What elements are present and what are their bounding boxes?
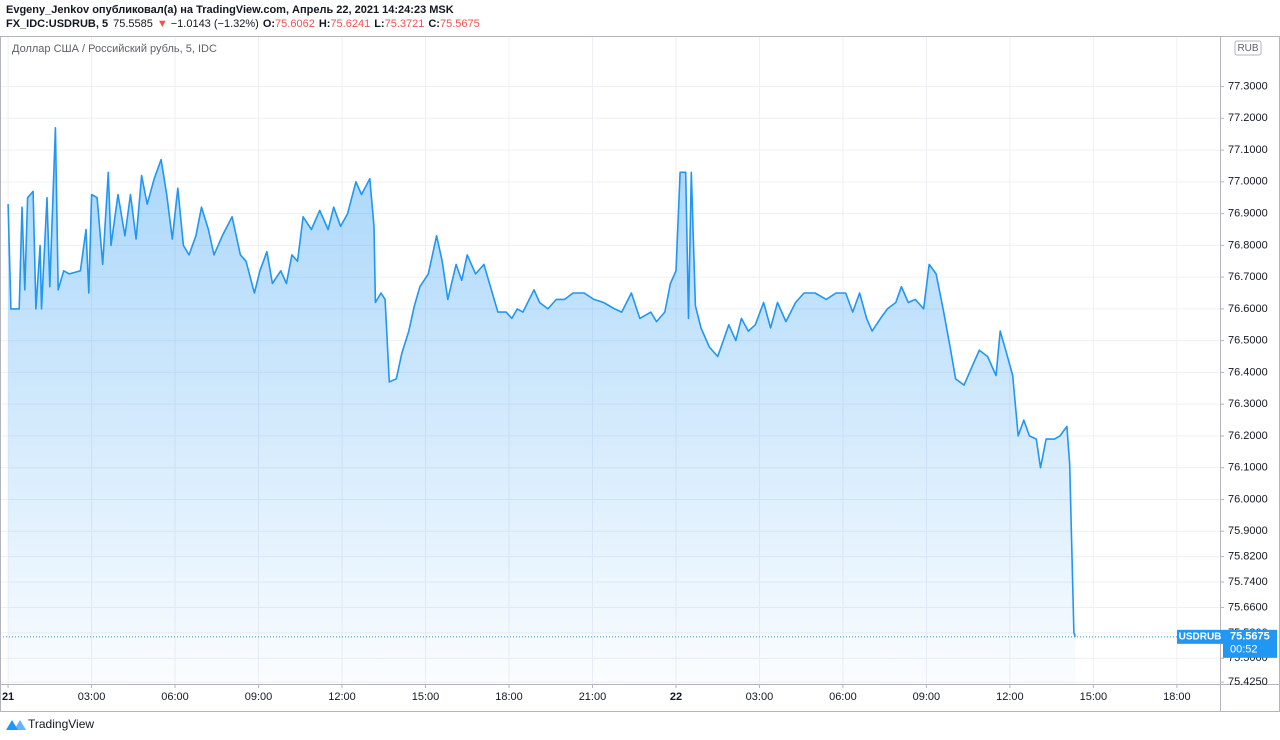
high-label: H: — [319, 18, 331, 30]
y-tick-label: 75.9000 — [1228, 525, 1268, 537]
last-price-badge — [1177, 629, 1223, 644]
x-tick-label: 22 — [670, 691, 682, 703]
x-tick-label: 03:00 — [746, 691, 774, 703]
logo-text: TradingView — [28, 717, 94, 731]
open: 75.6062 — [275, 18, 315, 30]
y-tick-label: 76.7000 — [1228, 271, 1268, 283]
x-tick-label: 18:00 — [495, 691, 523, 703]
close-label: C: — [428, 18, 440, 30]
y-tick-label: 77.3000 — [1228, 80, 1268, 92]
currency-badge[interactable] — [1234, 40, 1262, 56]
x-tick-label: 18:00 — [1163, 691, 1191, 703]
logo-icon — [6, 720, 18, 730]
symbol: FX_IDC:USDRUB, 5 — [6, 18, 108, 30]
chart-title: Доллар США / Российский рубль, 5, IDC — [12, 43, 217, 55]
y-tick-label: 75.8200 — [1228, 551, 1268, 563]
series-name: USDRUB — [1179, 631, 1222, 642]
arrow: ▼ — [157, 18, 168, 30]
countdown: 00:52 — [1230, 644, 1258, 656]
x-tick-label: 12:00 — [996, 691, 1024, 703]
x-tick-label: 15:00 — [1080, 691, 1108, 703]
x-tick-label: 06:00 — [829, 691, 857, 703]
last-price-axis-badge — [1223, 629, 1277, 658]
publisher: Evgeny_Jenkov опубликовал(а) на TradingV… — [6, 4, 454, 16]
low: 75.3721 — [385, 18, 425, 30]
y-tick-label: 76.5000 — [1228, 335, 1268, 347]
y-tick-label: 77.1000 — [1228, 144, 1268, 156]
x-tick-label: 21:00 — [579, 691, 607, 703]
x-tick-label: 03:00 — [78, 691, 106, 703]
change: −1.0143 (−1.32%) — [171, 18, 259, 30]
open-label: O: — [263, 18, 275, 30]
close: 75.5675 — [440, 18, 480, 30]
y-tick-label: 75.6600 — [1228, 601, 1268, 613]
last-price: 75.5675 — [1230, 631, 1270, 643]
logo[interactable]: TradingView — [6, 717, 94, 731]
x-tick-label: 15:00 — [412, 691, 440, 703]
ohlc-line: FX_IDC:USDRUB, 5 75.5585 ▼ −1.0143 (−1.32%)… — [6, 18, 480, 30]
y-tick-label: 76.4000 — [1228, 366, 1268, 378]
area-fill — [8, 127, 1076, 684]
y-tick-label: 76.6000 — [1228, 303, 1268, 315]
y-tick-label: 75.7400 — [1228, 576, 1268, 588]
x-tick-label: 09:00 — [913, 691, 941, 703]
y-tick-label: 77.2000 — [1228, 112, 1268, 124]
y-tick-label: 76.8000 — [1228, 239, 1268, 251]
price-line — [7, 127, 1077, 638]
y-tick-label: 77.0000 — [1228, 176, 1268, 188]
x-tick-label: 06:00 — [161, 691, 189, 703]
logo-icon-2 — [14, 720, 26, 730]
x-tick-label: 21 — [2, 691, 14, 703]
x-tick-label: 09:00 — [245, 691, 273, 703]
y-tick-label: 76.9000 — [1228, 208, 1268, 220]
y-tick-label: 76.1000 — [1228, 462, 1268, 474]
y-tick-label: 75.4250 — [1228, 676, 1268, 688]
low-label: L: — [374, 18, 384, 30]
x-tick-label: 12:00 — [328, 691, 356, 703]
y-tick-label: 76.2000 — [1228, 430, 1268, 442]
y-tick-label: 76.3000 — [1228, 398, 1268, 410]
currency: RUB — [1237, 43, 1258, 54]
price: 75.5585 — [113, 18, 153, 30]
high: 75.6241 — [330, 18, 370, 30]
y-tick-label: 76.0000 — [1228, 493, 1268, 505]
